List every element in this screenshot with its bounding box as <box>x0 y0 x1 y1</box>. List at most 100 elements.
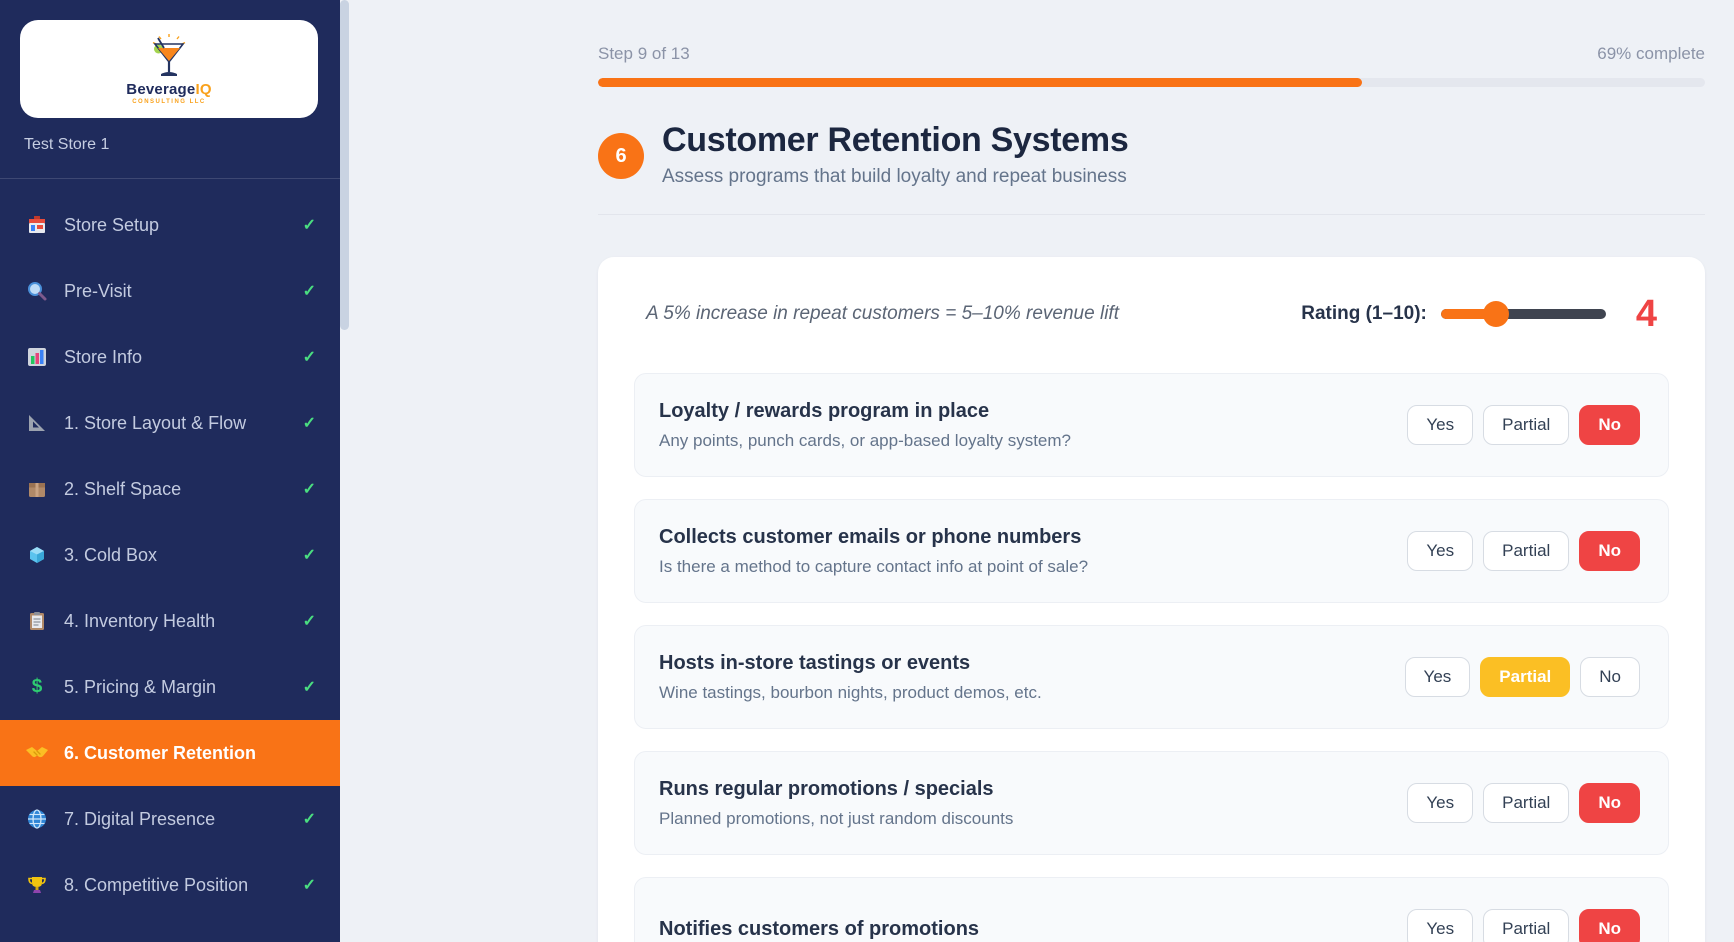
answer-partial-button[interactable]: Partial <box>1483 531 1570 571</box>
sidebar-item-3-cold-box[interactable]: 3. Cold Box ✓ <box>0 522 340 588</box>
rating-group: Rating (1–10): 4 <box>1301 295 1657 333</box>
section-header-text: Customer Retention Systems Assess progra… <box>662 121 1129 188</box>
question-subtitle: Planned promotions, not just random disc… <box>659 808 1014 828</box>
brand-name-accent: IQ <box>195 80 212 98</box>
globe-icon <box>24 808 50 830</box>
answer-partial-button[interactable]: Partial <box>1480 657 1571 697</box>
sidebar-item-1-store-layout-flow[interactable]: 1. Store Layout & Flow ✓ <box>0 390 340 456</box>
sidebar-item-label: Store Setup <box>64 214 160 235</box>
answer-button-group: Yes Partial No <box>1397 405 1640 445</box>
scrollbar-track <box>340 0 349 942</box>
question-text: Runs regular promotions / specials Planne… <box>659 778 1013 829</box>
store-icon <box>24 214 50 236</box>
benchmark-text: A 5% increase in repeat customers = 5–10… <box>646 303 1119 324</box>
main-area: Step 9 of 13 69% complete 6 Customer Ret… <box>349 0 1734 942</box>
sidebar-item-label: 1. Store Layout & Flow <box>64 412 247 433</box>
answer-yes-button[interactable]: Yes <box>1407 783 1474 823</box>
sidebar-item-label: 4. Inventory Health <box>64 610 216 631</box>
sidebar-item-label: Pre-Visit <box>64 280 132 301</box>
sidebar-item-label: 3. Cold Box <box>64 544 158 565</box>
completed-check-icon: ✓ <box>302 415 316 432</box>
ruler-icon <box>24 412 50 434</box>
sidebar-item-label: 2. Shelf Space <box>64 478 182 499</box>
question-card: Hosts in-store tastings or events Wine ta… <box>634 625 1669 729</box>
sidebar-divider <box>0 178 340 179</box>
trophy-icon <box>24 874 50 896</box>
sidebar-item-label: 7. Digital Presence <box>64 808 216 829</box>
section-header: 6 Customer Retention Systems Assess prog… <box>598 121 1705 188</box>
rating-label: Rating (1–10): <box>1301 303 1427 324</box>
ice-cube-icon <box>24 544 50 566</box>
brand-tagline: CONSULTING LLC <box>132 98 206 105</box>
benchmark-row: A 5% increase in repeat customers = 5–10… <box>634 295 1669 333</box>
brand-name-primary: Beverage <box>126 80 196 98</box>
completed-check-icon: ✓ <box>302 547 316 564</box>
rating-slider-thumb[interactable] <box>1482 301 1509 327</box>
sidebar-item-2-shelf-space[interactable]: 2. Shelf Space ✓ <box>0 456 340 522</box>
question-card: Loyalty / rewards program in place Any po… <box>634 373 1669 477</box>
question-list: Loyalty / rewards program in place Any po… <box>634 373 1669 942</box>
clipboard-icon <box>24 610 50 632</box>
question-title: Hosts in-store tastings or events <box>659 651 971 674</box>
answer-button-group: Yes Partial No <box>1395 657 1640 697</box>
step-label: Step 9 of 13 <box>598 44 690 63</box>
sidebar-item-store-info[interactable]: Store Info ✓ <box>0 324 340 390</box>
rating-slider-fill <box>1440 309 1496 319</box>
completed-check-icon: ✓ <box>302 481 316 498</box>
search-icon <box>24 280 50 302</box>
question-text: Hosts in-store tastings or events Wine ta… <box>659 652 1042 703</box>
answer-no-button[interactable]: No <box>1579 531 1640 571</box>
sidebar-item-8-competitive-position[interactable]: 8. Competitive Position ✓ <box>0 852 340 918</box>
bar-chart-icon <box>24 346 50 368</box>
question-title: Loyalty / rewards program in place <box>659 399 990 422</box>
answer-yes-button[interactable]: Yes <box>1407 531 1474 571</box>
answer-partial-button[interactable]: Partial <box>1483 405 1570 445</box>
sidebar-item-store-setup[interactable]: Store Setup ✓ <box>0 192 340 258</box>
answer-no-button[interactable]: No <box>1579 405 1640 445</box>
completed-check-icon: ✓ <box>302 283 316 300</box>
answer-partial-button[interactable]: Partial <box>1483 909 1570 942</box>
answer-yes-button[interactable]: Yes <box>1407 405 1474 445</box>
brand-logo: BeverageIQ CONSULTING LLC <box>20 20 318 118</box>
sidebar-item-4-inventory-health[interactable]: 4. Inventory Health ✓ <box>0 588 340 654</box>
answer-partial-button[interactable]: Partial <box>1483 783 1570 823</box>
question-card: Collects customer emails or phone number… <box>634 499 1669 603</box>
sidebar-item-5-pricing-margin[interactable]: $5. Pricing & Margin ✓ <box>0 654 340 720</box>
handshake-icon <box>24 742 50 764</box>
completed-check-icon: ✓ <box>302 613 316 630</box>
completed-check-icon: ✓ <box>302 217 316 234</box>
answer-no-button[interactable]: No <box>1580 657 1640 697</box>
question-text: Loyalty / rewards program in place Any po… <box>659 400 1071 451</box>
answer-yes-button[interactable]: Yes <box>1404 657 1471 697</box>
answer-button-group: Yes Partial No <box>1397 531 1640 571</box>
question-title: Collects customer emails or phone number… <box>659 525 1082 548</box>
question-card: Notifies customers of promotions Yes Parti… <box>634 877 1669 942</box>
answer-yes-button[interactable]: Yes <box>1407 909 1474 942</box>
box-icon <box>24 478 50 500</box>
question-card: Runs regular promotions / specials Planne… <box>634 751 1669 855</box>
sidebar-item-7-digital-presence[interactable]: 7. Digital Presence ✓ <box>0 786 340 852</box>
question-text: Notifies customers of promotions <box>659 918 979 941</box>
progress-header: Step 9 of 13 69% complete <box>598 44 1705 64</box>
rating-slider-track[interactable] <box>1440 309 1606 319</box>
store-name: Test Store 1 <box>24 136 110 153</box>
rating-slider[interactable] <box>1440 301 1606 327</box>
progress-bar-fill <box>598 78 1362 87</box>
scrollbar-thumb[interactable] <box>340 0 349 330</box>
question-subtitle: Is there a method to capture contact inf… <box>659 556 1089 576</box>
sidebar-nav: Store Setup ✓ Pre-Visit ✓ Store Info ✓ 1. Stor… <box>0 192 340 918</box>
completed-check-icon: ✓ <box>302 679 316 696</box>
page-subtitle: Assess programs that build loyalty and r… <box>662 166 1127 187</box>
question-subtitle: Any points, punch cards, or app-based lo… <box>659 430 1071 450</box>
progress-bar-track <box>598 78 1705 87</box>
section-number-badge: 6 <box>598 133 644 179</box>
sidebar-item-pre-visit[interactable]: Pre-Visit ✓ <box>0 258 340 324</box>
rating-value: 4 <box>1635 293 1657 335</box>
content-column: Step 9 of 13 69% complete 6 Customer Ret… <box>598 0 1705 942</box>
question-title: Notifies customers of promotions <box>659 917 980 940</box>
answer-no-button[interactable]: No <box>1579 909 1640 942</box>
sidebar-item-6-customer-retention[interactable]: 6. Customer Retention <box>0 720 340 786</box>
answer-button-group: Yes Partial No <box>1397 783 1640 823</box>
answer-no-button[interactable]: No <box>1579 783 1640 823</box>
